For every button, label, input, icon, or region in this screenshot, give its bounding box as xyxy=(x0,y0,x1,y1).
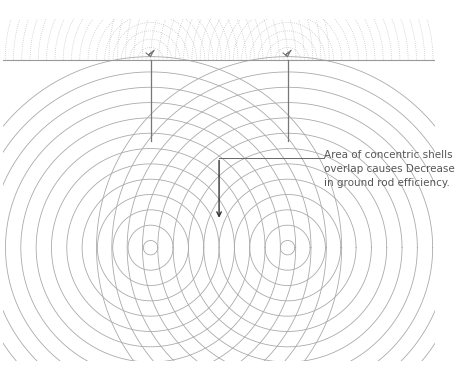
Text: Area of concentric shells
overlap causes Decrease
in ground rod efficiency.: Area of concentric shells overlap causes… xyxy=(324,150,455,188)
